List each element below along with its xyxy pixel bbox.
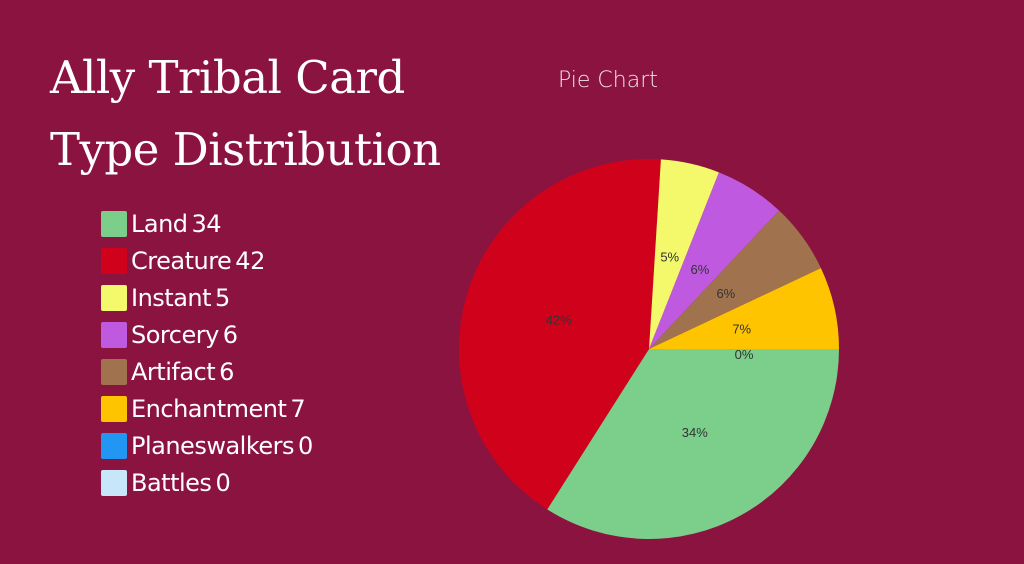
legend-item-creature: Creature 42 [101, 242, 313, 279]
chart-legend: Land 34 Creature 42 Instant 5 Sorcery 6 Artifact… [101, 205, 313, 501]
legend-swatch [101, 210, 127, 237]
legend-swatch [101, 432, 127, 459]
legend-label: Creature 42 [131, 246, 265, 275]
legend-item-instant: Instant 5 [101, 279, 313, 316]
chart-title: Pie Chart [558, 68, 658, 93]
title-line-2: Type Distribution [50, 123, 441, 176]
legend-item-enchantment: Enchantment 7 [101, 390, 313, 427]
legend-label: Instant 5 [131, 283, 230, 312]
legend-swatch [101, 358, 127, 385]
legend-item-artifact: Artifact 6 [101, 353, 313, 390]
legend-item-planeswalkers: Planeswalkers 0 [101, 427, 313, 464]
slice-label-enchantment: 7% [732, 321, 751, 336]
slice-label-planeswalkers: 0% [735, 347, 754, 362]
legend-swatch [101, 321, 127, 348]
legend-swatch [101, 247, 127, 274]
pie-slice-land [547, 349, 839, 539]
legend-label: Planeswalkers 0 [131, 431, 313, 460]
legend-item-land: Land 34 [101, 205, 313, 242]
legend-swatch [101, 469, 127, 496]
page-title: Ally Tribal Card Type Distribution [50, 42, 441, 186]
legend-label: Artifact 6 [131, 357, 234, 386]
title-line-1: Ally Tribal Card [50, 51, 405, 104]
slice-label-land: 34% [682, 425, 708, 440]
pie-slice-sorcery [649, 172, 780, 349]
pie-slice-creature [459, 159, 661, 510]
legend-label: Enchantment 7 [131, 394, 306, 423]
legend-swatch [101, 395, 127, 422]
pie-slice-artifact [649, 210, 821, 349]
legend-label: Land 34 [131, 209, 222, 238]
legend-item-sorcery: Sorcery 6 [101, 316, 313, 353]
slice-label-instant: 5% [660, 249, 679, 264]
legend-item-battles: Battles 0 [101, 464, 313, 501]
legend-swatch [101, 284, 127, 311]
slice-label-artifact: 6% [716, 286, 735, 301]
legend-label: Battles 0 [131, 468, 231, 497]
pie-slice-enchantment [649, 268, 839, 349]
pie-slice-instant [649, 159, 719, 349]
slice-label-creature: 42% [546, 313, 572, 328]
slice-label-sorcery: 6% [691, 262, 710, 277]
legend-label: Sorcery 6 [131, 320, 238, 349]
